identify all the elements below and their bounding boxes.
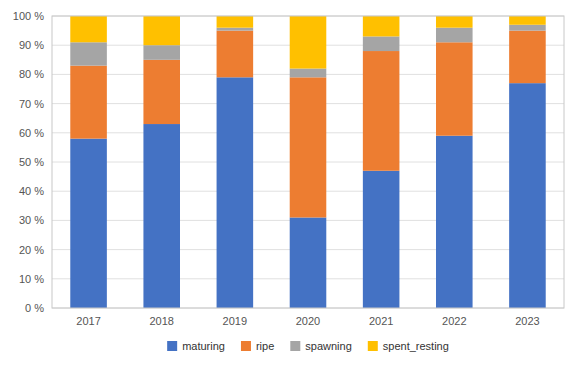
bar-segment (70, 42, 107, 65)
y-tick-label: 40 % (19, 185, 44, 197)
bar-segment (70, 16, 107, 42)
bar-segment (363, 36, 400, 51)
y-tick-label: 60 % (19, 127, 44, 139)
bar-segment (363, 16, 400, 36)
y-tick-label: 0 % (25, 302, 44, 314)
bars (70, 16, 545, 308)
bar-segment (290, 77, 327, 217)
chart: 0 % 10 % 20 % 30 % 40 % 50 % 60 % 70 % 80 % 90 % 1… (0, 0, 580, 372)
legend-label: ripe (256, 340, 274, 352)
bar-segment (70, 139, 107, 308)
bar-segment (509, 16, 546, 25)
y-tick-label: 20 % (19, 244, 44, 256)
bar-segment (436, 16, 473, 28)
legend: maturing ripe spawning spent_resting (167, 340, 449, 352)
x-tick-label: 2020 (296, 315, 320, 327)
x-tick-label: 2018 (149, 315, 173, 327)
legend-swatch (241, 341, 251, 351)
bar-segment (290, 69, 327, 78)
legend-swatch (290, 341, 300, 351)
bar-segment (363, 171, 400, 308)
bar-segment (217, 31, 254, 78)
x-tick-label: 2021 (369, 315, 393, 327)
legend-label: spawning (305, 340, 351, 352)
legend-label: maturing (182, 340, 225, 352)
bar-segment (143, 60, 180, 124)
x-tick-label: 2019 (223, 315, 247, 327)
bar-segment (143, 45, 180, 60)
legend-label: spent_resting (383, 340, 449, 352)
bar-segment (217, 16, 254, 28)
y-tick-label: 10 % (19, 273, 44, 285)
bar-segment (143, 16, 180, 45)
bar-segment (143, 124, 180, 308)
y-tick-label: 30 % (19, 214, 44, 226)
bar-segment (217, 77, 254, 308)
y-tick-label: 90 % (19, 39, 44, 51)
bar-segment (70, 66, 107, 139)
bar-segment (436, 136, 473, 308)
y-tick-label: 100 % (13, 10, 44, 22)
y-tick-label: 50 % (19, 156, 44, 168)
x-tick-label: 2023 (515, 315, 539, 327)
bar-segment (290, 217, 327, 308)
bar-segment (217, 28, 254, 31)
legend-swatch (167, 341, 177, 351)
bar-segment (509, 25, 546, 31)
bar-segment (290, 16, 327, 69)
x-tick-label: 2017 (76, 315, 100, 327)
x-tick-label: 2022 (442, 315, 466, 327)
bar-segment (436, 28, 473, 43)
legend-swatch (368, 341, 378, 351)
plot-frame (52, 16, 564, 308)
bar-segment (509, 31, 546, 84)
bar-segment (436, 42, 473, 135)
bar-segment (363, 51, 400, 171)
y-tick-label: 70 % (19, 98, 44, 110)
y-tick-label: 80 % (19, 68, 44, 80)
bar-segment (509, 83, 546, 308)
